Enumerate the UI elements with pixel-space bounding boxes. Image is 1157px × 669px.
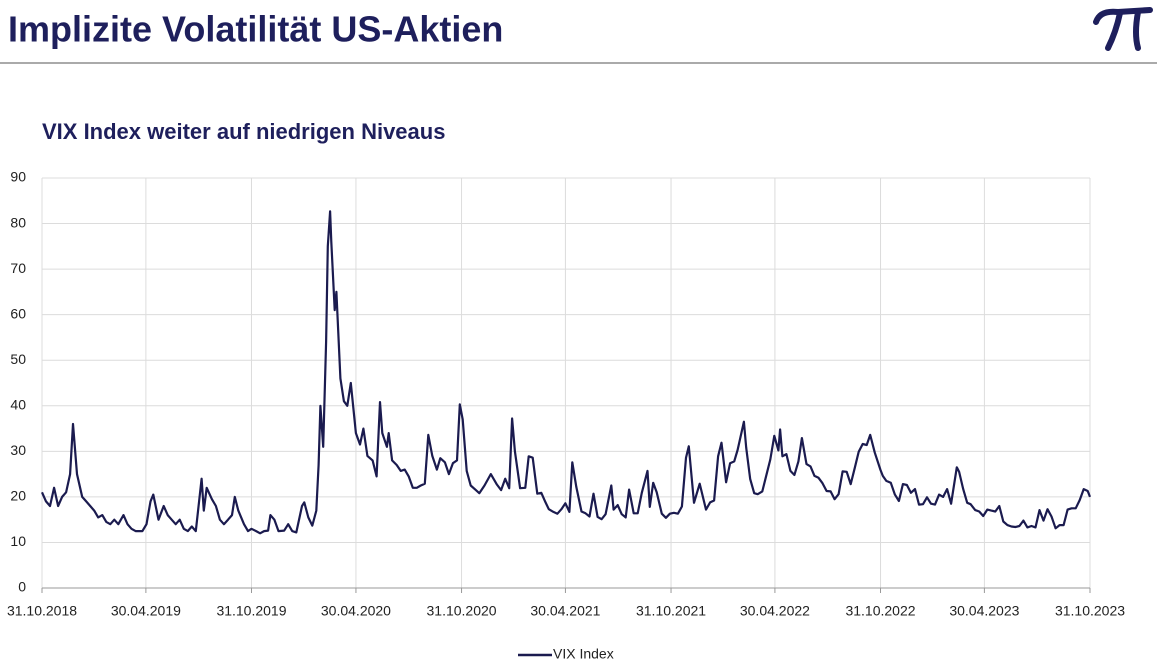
y-tick-label: 70 [10, 260, 26, 276]
x-tick-label: 31.10.2023 [1055, 603, 1125, 619]
y-tick-label: 20 [10, 488, 26, 504]
x-tick-label: 31.10.2022 [845, 603, 915, 619]
series-line [40, 210, 1092, 535]
x-tick-label: 30.04.2022 [740, 603, 810, 619]
page-title: Implizite Volatilität US-Aktien [8, 9, 503, 50]
chart-title: VIX Index weiter auf niedrigen Niveaus [42, 119, 445, 144]
y-tick-label: 0 [18, 579, 26, 595]
y-tick-label: 10 [10, 533, 26, 549]
legend-label: VIX Index [553, 646, 614, 662]
x-tick-label: 30.04.2020 [321, 603, 391, 619]
x-tick-label: 31.10.2020 [427, 603, 497, 619]
y-tick-label: 60 [10, 305, 26, 321]
y-tick-label: 80 [10, 214, 26, 230]
x-tick-label: 31.10.2018 [7, 603, 77, 619]
x-tick-label: 31.10.2021 [636, 603, 706, 619]
x-tick-label: 30.04.2019 [111, 603, 181, 619]
y-tick-label: 90 [10, 169, 26, 185]
x-tick-label: 31.10.2019 [216, 603, 286, 619]
x-tick-label: 30.04.2021 [530, 603, 600, 619]
x-tick-label: 30.04.2023 [949, 603, 1019, 619]
y-tick-label: 40 [10, 396, 26, 412]
y-tick-label: 30 [10, 442, 26, 458]
logo [1093, 7, 1153, 51]
y-tick-label: 50 [10, 351, 26, 367]
